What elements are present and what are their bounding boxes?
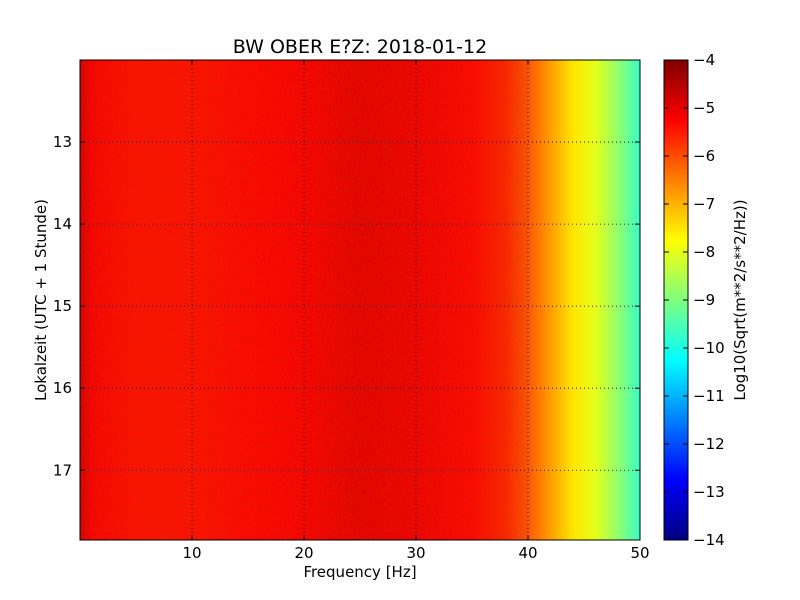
x-axis-ticks: 10 20 30 40 50 [182, 60, 650, 562]
plot-frame [79, 59, 641, 541]
y-tick-label: 15 [53, 297, 72, 315]
x-tick-label: 20 [294, 544, 313, 562]
x-axis-label: Frequency [Hz] [303, 563, 416, 581]
y-tick-label: 14 [53, 215, 72, 233]
spectrogram-heatmap [80, 60, 640, 540]
colorbar-tick-label: −12 [693, 435, 725, 453]
x-tick-label: 10 [182, 544, 201, 562]
x-tick-label: 50 [630, 544, 649, 562]
chart-title: BW OBER E?Z: 2018-01-12 [233, 36, 487, 58]
y-axis-ticks: 13 14 15 16 17 [53, 133, 640, 479]
x-tick-label: 30 [406, 544, 425, 562]
colorbar-tick-label: −9 [693, 291, 715, 309]
colorbar-tick-label: −10 [693, 339, 725, 357]
colorbar-tick-label: −14 [693, 531, 725, 549]
colorbar-label: Log10(Sqrt(m**2/s**2/Hz)) [731, 199, 749, 400]
colorbar-tick-label: −5 [693, 99, 715, 117]
grid-lines [80, 60, 640, 540]
colorbar-tick-label: −6 [693, 147, 715, 165]
colorbar-tick-label: −11 [693, 387, 725, 405]
colorbar-tick-label: −7 [693, 195, 715, 213]
y-tick-label: 16 [53, 379, 72, 397]
y-axis-label: Lokalzeit (UTC + 1 Stunde) [32, 199, 50, 401]
y-tick-label: 17 [53, 461, 72, 479]
colorbar-tick-label: −8 [693, 243, 715, 261]
colorbar-tick-label: −4 [693, 51, 715, 69]
colorbar-tick-label: −13 [693, 483, 725, 501]
colorbar-ticks: −4 −5 −6 −7 −8 −9 −10 −11 −12 −13 −14 [664, 51, 725, 549]
y-tick-label: 13 [53, 133, 72, 151]
x-tick-label: 40 [518, 544, 537, 562]
